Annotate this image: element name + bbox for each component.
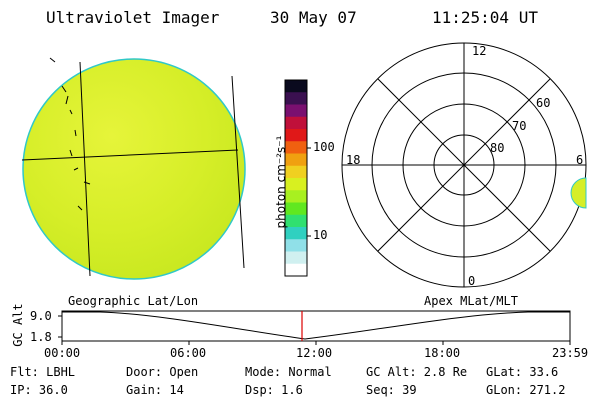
lat-label-60: 60 <box>536 96 551 110</box>
status-gain: Gain: 14 <box>126 383 184 397</box>
date-label: 30 May 07 <box>270 8 357 27</box>
colorbar-label-100: 100 <box>313 140 335 154</box>
altitude-curve <box>62 311 570 340</box>
colorbar-segment <box>285 263 307 277</box>
status-mode: Mode: Normal <box>245 365 332 379</box>
polar-plot <box>341 42 587 288</box>
colorbar-segment <box>285 190 307 203</box>
earth-disk <box>22 58 246 280</box>
x-tick-00: 00:00 <box>44 346 81 360</box>
strip-y-tick-1.8: 1.8 <box>30 330 52 344</box>
mlt-label-0: 0 <box>468 274 476 288</box>
status-filter: Flt: LBHL <box>10 365 76 379</box>
app-title: Ultraviolet Imager <box>46 8 220 27</box>
status-dsp: Dsp: 1.6 <box>245 383 303 397</box>
colorbar-segment <box>285 202 307 216</box>
mlt-label-18: 18 <box>346 153 361 167</box>
colorbar <box>284 79 311 277</box>
colorbar-unit-label: photon cm⁻²s⁻¹ <box>274 135 288 229</box>
lat-label-70: 70 <box>512 119 527 133</box>
colorbar-segment <box>285 165 307 179</box>
status-glat: GLat: 33.6 <box>486 365 559 379</box>
strip-y-axis-title: GC Alt <box>11 303 25 347</box>
colorbar-segment <box>285 129 307 142</box>
uv-image-panel <box>21 57 246 280</box>
mlt-label-12: 12 <box>472 44 487 58</box>
colorbar-frame <box>284 79 308 277</box>
colorbar-segment <box>285 92 307 105</box>
strip-right-label: Apex MLat/MLT <box>424 294 518 308</box>
x-tick-06: 06:00 <box>170 346 207 360</box>
colorbar-segment <box>285 178 307 191</box>
lat-lon-grid <box>21 57 245 277</box>
polar-aurora-patch <box>570 177 587 209</box>
status-glon: GLon: 271.2 <box>486 383 566 397</box>
status-ip: IP: 36.0 <box>10 383 68 397</box>
strip-left-label: Geographic Lat/Lon <box>68 294 199 308</box>
status-door: Door: Open <box>126 365 199 379</box>
colorbar-segment <box>285 227 307 240</box>
colorbar-segment <box>285 141 307 154</box>
status-gc-alt: GC Alt: 2.8 Re <box>366 365 468 379</box>
lat-label-80: 80 <box>490 141 505 155</box>
strip-y-tick-9: 9.0 <box>30 309 52 323</box>
time-label: 11:25:04 UT <box>432 8 538 27</box>
colorbar-segment <box>285 214 307 228</box>
colorbar-segment <box>285 251 307 265</box>
colorbar-segment <box>285 153 307 167</box>
colorbar-segment <box>285 104 307 118</box>
colorbar-segment <box>285 80 307 93</box>
colorbar-segment <box>285 116 307 130</box>
x-tick-12: 12:00 <box>296 346 333 360</box>
mlt-label-6: 6 <box>576 153 584 167</box>
polar-diagonal-2 <box>377 78 551 252</box>
colorbar-segment <box>285 239 307 252</box>
altitude-strip <box>58 310 571 345</box>
x-tick-18: 18:00 <box>424 346 461 360</box>
strip-frame <box>61 310 571 342</box>
status-seq: Seq: 39 <box>366 383 417 397</box>
x-tick-2359: 23:59 <box>552 346 589 360</box>
colorbar-label-10: 10 <box>313 228 328 242</box>
